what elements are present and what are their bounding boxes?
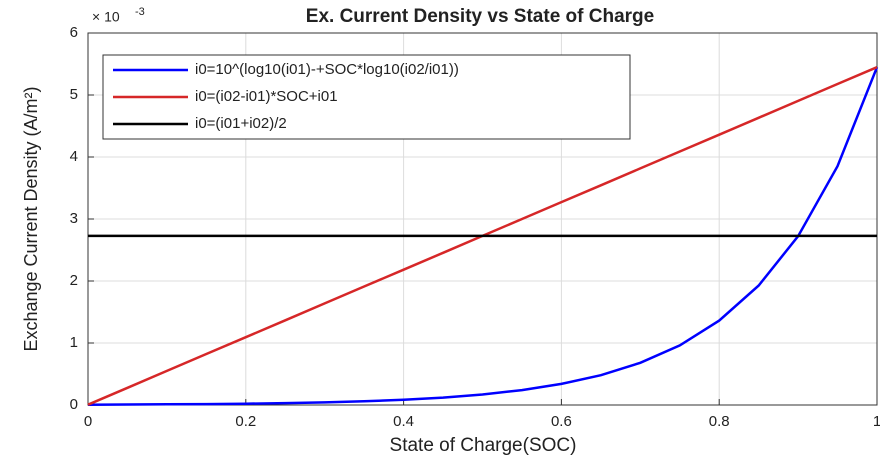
y-multiplier: × 10: [92, 9, 120, 25]
x-tick-label: 0.4: [393, 413, 414, 430]
y-tick-label: 4: [70, 148, 78, 165]
plot-frame: [87, 32, 878, 406]
series-line: [87, 66, 879, 406]
y-tick-label: 3: [70, 210, 78, 227]
y-axis-label: Exchange Current Density (A/m²): [21, 86, 41, 351]
y-multiplier-exponent: -3: [135, 6, 145, 18]
legend-label: i0=(i02-i01)*SOC+i01: [195, 88, 338, 105]
y-tick-label: 6: [70, 24, 78, 41]
y-tick-label: 5: [70, 86, 78, 103]
legend-box: [102, 54, 631, 140]
x-tick-label: 0.8: [709, 413, 730, 430]
chart-title: Ex. Current Density vs State of Charge: [306, 6, 654, 27]
x-tick-label: 1: [873, 413, 880, 430]
x-tick-label: 0.6: [551, 413, 572, 430]
x-tick-label: 0: [84, 413, 92, 430]
y-tick-label: 2: [70, 272, 78, 289]
y-tick-label: 0: [70, 396, 78, 413]
x-tick-label: 0.2: [235, 413, 256, 430]
legend-label: i0=(i01+i02)/2: [195, 115, 287, 132]
x-axis-label: State of Charge(SOC): [390, 435, 577, 456]
y-tick-label: 1: [70, 334, 78, 351]
legend-label: i0=10^(log10(i01)-+SOC*log10(i02/i01)): [195, 61, 459, 78]
